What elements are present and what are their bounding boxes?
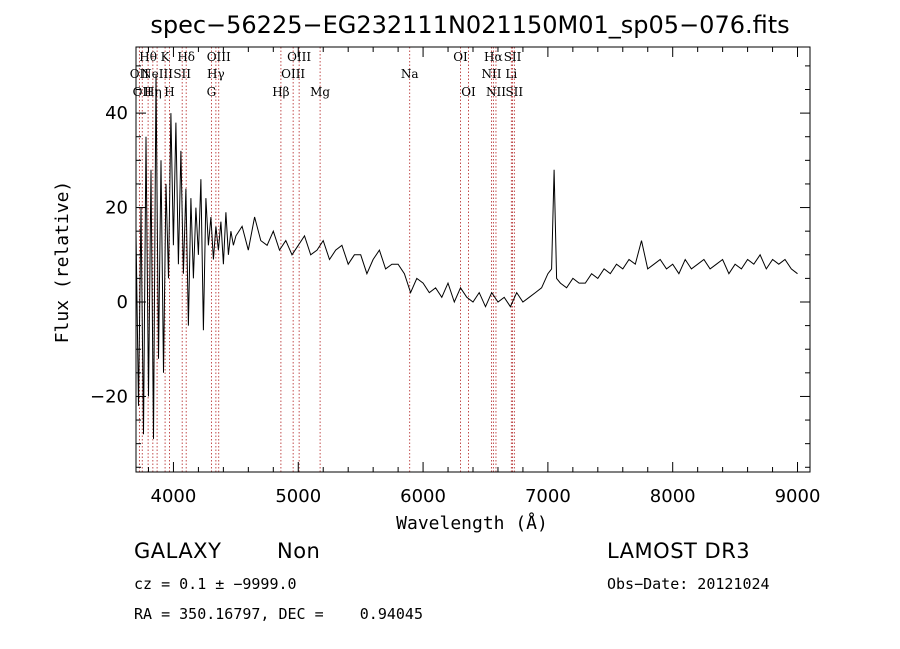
emission-line-labels: OII OII Hθ Hη NeIII K H Hδ SII G Hγ OIII Hβ OIII OIII M… bbox=[130, 50, 524, 99]
marker-label-OI: OI bbox=[461, 85, 476, 99]
y-axis-ticks: −20 0 20 40 bbox=[90, 65, 810, 468]
marker-label-Hγ: Hγ bbox=[207, 67, 225, 81]
plot-frame bbox=[135, 46, 811, 473]
marker-label-G: G bbox=[207, 85, 217, 99]
y-axis-label: Flux (relative) bbox=[52, 181, 73, 344]
marker-label-Li: Li bbox=[505, 67, 517, 81]
marker-label-SII: SII bbox=[505, 85, 523, 99]
marker-label-OIII: OIII bbox=[281, 67, 305, 81]
y-tick-label: 40 bbox=[105, 103, 128, 124]
marker-label-SII: SII bbox=[504, 50, 522, 64]
x-tick-label: 8000 bbox=[650, 486, 696, 507]
marker-label-Hθ: Hθ bbox=[139, 50, 157, 64]
redshift-readout: cz = 0.1 ± −9999.0 bbox=[134, 575, 297, 593]
marker-label-OII: OII bbox=[130, 67, 150, 81]
observation-date: Obs−Date: 20121024 bbox=[607, 575, 770, 593]
y-tick-label: 20 bbox=[105, 198, 128, 219]
survey-name: LAMOST DR3 bbox=[607, 539, 751, 563]
marker-label-Mg: Mg bbox=[310, 85, 330, 99]
marker-label-OII: OII bbox=[133, 85, 153, 99]
emission-line-markers bbox=[138, 47, 515, 472]
x-tick-label: 7000 bbox=[525, 486, 571, 507]
marker-label-OIII: OIII bbox=[207, 50, 231, 64]
coordinates-readout: RA = 350.16797, DEC = 0.94045 bbox=[134, 605, 423, 623]
marker-label-NII: NII bbox=[481, 67, 501, 81]
x-tick-label: 5000 bbox=[275, 486, 321, 507]
marker-label-Hα: Hα bbox=[484, 50, 503, 64]
marker-label-H: H bbox=[164, 85, 174, 99]
chart-title: spec−56225−EG232111N021150M01_sp05−076.f… bbox=[150, 11, 789, 39]
marker-label-K: K bbox=[161, 50, 171, 64]
object-subclass: Non bbox=[277, 539, 321, 563]
marker-label-NeIII: NeIII bbox=[141, 67, 173, 81]
marker-label-Hβ: Hβ bbox=[272, 85, 289, 99]
spectrum-line bbox=[135, 75, 798, 439]
x-tick-label: 4000 bbox=[151, 486, 197, 507]
y-tick-label: −20 bbox=[90, 386, 128, 407]
marker-label-SII: SII bbox=[173, 67, 191, 81]
marker-label-NII: NII bbox=[486, 85, 506, 99]
x-axis-label: Wavelength (Å) bbox=[396, 512, 548, 534]
x-axis-ticks: 4000 5000 6000 7000 8000 9000 bbox=[147, 47, 821, 507]
marker-label-Hη: Hη bbox=[144, 85, 162, 99]
marker-label-OIII: OIII bbox=[287, 50, 311, 64]
marker-label-Hδ: Hδ bbox=[177, 50, 195, 64]
x-tick-label: 9000 bbox=[775, 486, 821, 507]
marker-label-OI: OI bbox=[453, 50, 468, 64]
x-tick-label: 6000 bbox=[400, 486, 446, 507]
marker-label-Na: Na bbox=[401, 67, 419, 81]
y-tick-label: 0 bbox=[117, 292, 128, 313]
object-class: GALAXY bbox=[134, 539, 222, 563]
